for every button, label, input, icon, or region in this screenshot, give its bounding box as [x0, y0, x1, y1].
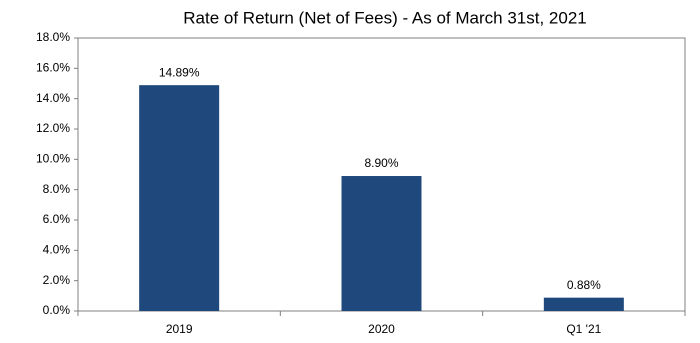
data-label: 14.89%: [159, 65, 200, 79]
y-tick-label: 12.0%: [36, 121, 70, 135]
x-tick-label: 2020: [368, 322, 395, 336]
data-label: 0.88%: [567, 278, 601, 292]
chart-title: Rate of Return (Net of Fees) - As of Mar…: [183, 8, 586, 27]
y-tick-label: 10.0%: [36, 152, 70, 166]
y-tick-label: 18.0%: [36, 30, 70, 44]
y-tick-label: 2.0%: [43, 273, 71, 287]
y-tick-label: 14.0%: [36, 91, 70, 105]
data-label: 8.90%: [364, 156, 398, 170]
y-tick-label: 4.0%: [43, 243, 71, 257]
y-tick-label: 0.0%: [43, 303, 71, 317]
y-tick-label: 8.0%: [43, 182, 71, 196]
y-tick-label: 6.0%: [43, 212, 71, 226]
y-tick-label: 16.0%: [36, 61, 70, 75]
x-tick-label: 2019: [166, 322, 193, 336]
x-tick-label: Q1 '21: [566, 322, 601, 336]
bar: [139, 85, 220, 311]
bar: [341, 176, 422, 311]
bar: [543, 297, 624, 311]
